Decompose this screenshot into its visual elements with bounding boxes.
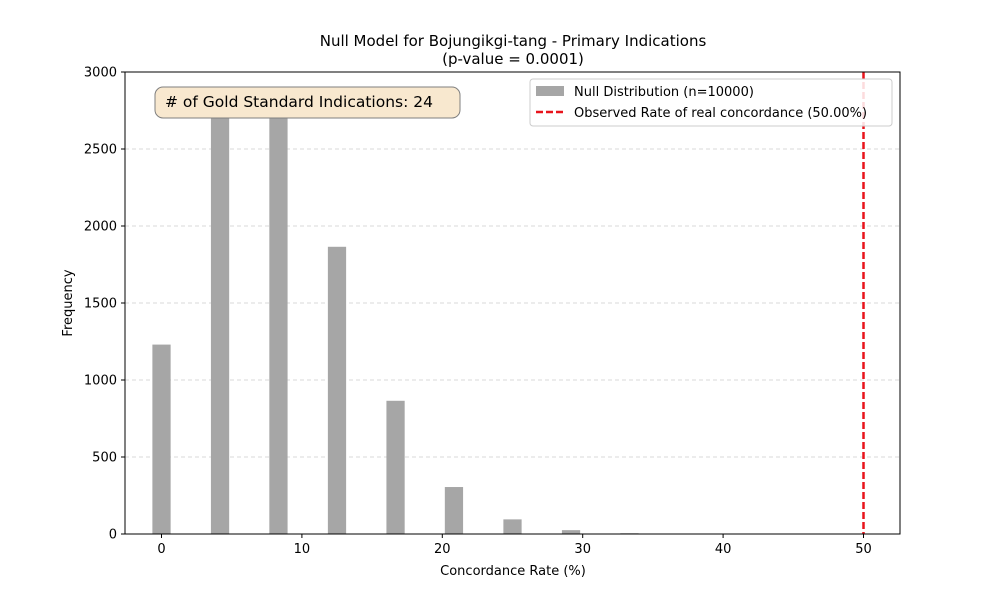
- histogram-bar: [386, 400, 405, 534]
- annotation-text: # of Gold Standard Indications: 24: [165, 93, 433, 111]
- y-tick-label: 2000: [84, 220, 117, 235]
- legend-frame: [529, 78, 893, 127]
- y-axis: 0 500 1000 1500 2000 2500 3000: [84, 66, 125, 543]
- histogram-bar: [152, 344, 171, 534]
- chart-title: Null Model for Bojungikgi-tang - Primary…: [320, 32, 707, 50]
- histogram-bar: [503, 519, 522, 534]
- histogram-bar: [210, 113, 230, 534]
- annotation-box: # of Gold Standard Indications: 24: [154, 86, 461, 119]
- x-tick-label: 0: [157, 542, 165, 557]
- x-tick-label: 40: [715, 542, 732, 557]
- x-tick-label: 50: [855, 542, 872, 557]
- legend-label-null: Null Distribution (n=10000): [574, 85, 754, 100]
- legend: Null Distribution (n=10000) Observed Rat…: [529, 78, 893, 127]
- x-tick-label: 20: [434, 542, 451, 557]
- histogram-bar: [269, 93, 288, 534]
- histogram-bar: [444, 487, 464, 534]
- x-tick-label: 30: [574, 542, 591, 557]
- legend-label-observed: Observed Rate of real concordance (50.00…: [574, 106, 867, 121]
- annotation-background: [154, 86, 461, 119]
- y-axis-label: Frequency: [61, 269, 76, 336]
- x-tick-label: 10: [294, 542, 311, 557]
- y-tick-label: 2500: [84, 143, 117, 158]
- y-tick-label: 500: [92, 451, 117, 466]
- y-tick-label: 0: [109, 528, 117, 543]
- histogram-bar: [327, 246, 347, 535]
- x-axis-label: Concordance Rate (%): [440, 564, 586, 579]
- y-tick-label: 1500: [84, 297, 117, 312]
- bars: [152, 93, 639, 535]
- y-tick-label: 1000: [84, 374, 117, 389]
- chart-subtitle: (p-value = 0.0001): [442, 50, 584, 68]
- y-gridlines: [125, 148, 900, 458]
- x-axis: 0 10 20 30 40 50: [157, 534, 872, 557]
- y-tick-label: 3000: [84, 66, 117, 81]
- legend-swatch-null: [536, 86, 564, 96]
- histogram-bar: [561, 530, 581, 534]
